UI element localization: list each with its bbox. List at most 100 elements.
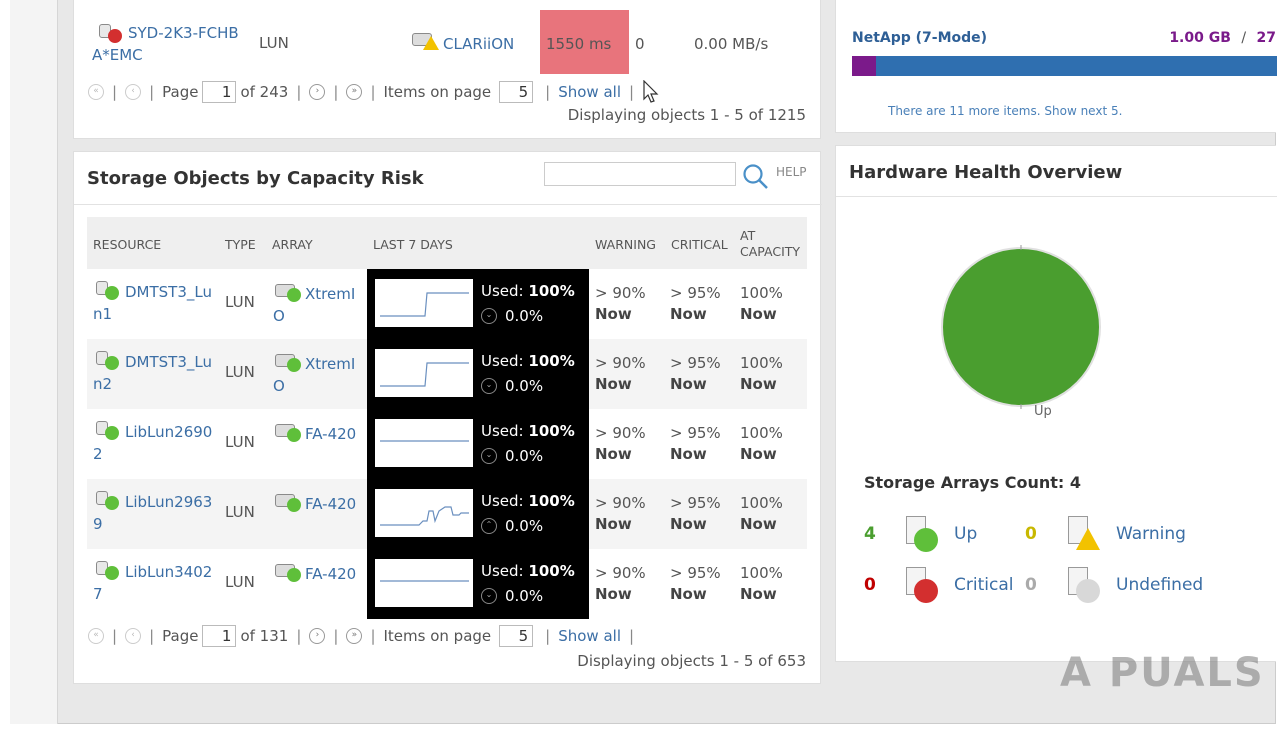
up-array-icon [906, 516, 940, 552]
array-link[interactable]: XtremIO [273, 285, 356, 325]
show-all-link[interactable]: Show all [558, 83, 621, 101]
panel-divider [74, 204, 822, 205]
capacity-when: Now [740, 585, 777, 603]
prev-page-icon[interactable]: ‹ [125, 628, 142, 644]
header-array[interactable]: ARRAY [272, 237, 313, 252]
capacity-pager: «| ‹ | Page 1 of 131 | › | » | Items on page… [88, 625, 642, 647]
header-at-capacity[interactable]: AT CAPACITY [740, 228, 800, 260]
last-page-icon[interactable]: » [346, 628, 363, 644]
table-row[interactable]: LibLun29639 LUN FA-420 Used: 100% ⌃ 0.0% … [87, 479, 807, 549]
items-input[interactable]: 5 [499, 81, 534, 103]
array-link[interactable]: FA-420 [305, 425, 357, 443]
help-link[interactable]: HELP [776, 165, 807, 179]
sparkline-chart [375, 419, 473, 467]
mouse-cursor-icon [643, 80, 659, 103]
sparkline-cell[interactable]: Used: 100% ⌄ 0.0% [367, 269, 589, 339]
health-pie-chart[interactable] [936, 242, 1106, 412]
legend-up-link[interactable]: Up [954, 524, 978, 544]
top-row-resource-link[interactable]: SYD-2K3-FCHBA*EMC [92, 24, 239, 64]
trend-down-icon: ⌄ [481, 308, 497, 324]
critical-when: Now [670, 445, 707, 463]
array-up-icon [273, 563, 305, 582]
sparkline-cell[interactable]: Used: 100% ⌄ 0.0% [367, 409, 589, 479]
table-row[interactable]: DMTST3_Lun1 LUN XtremIO Used: 100% ⌄ 0.0%… [87, 269, 807, 339]
header-warning[interactable]: WARNING [595, 237, 656, 252]
change-value: 0.0% [505, 587, 544, 605]
page-input[interactable]: 1 [202, 625, 237, 647]
panel-title: Storage Objects by Capacity Risk [87, 168, 424, 189]
search-input[interactable] [544, 162, 736, 186]
array-link[interactable]: XtremIO [273, 355, 356, 395]
critical-when: Now [670, 585, 707, 603]
table-row[interactable]: LibLun34027 LUN FA-420 Used: 100% ⌄ 0.0% … [87, 549, 807, 619]
netapp-size-value: 1.00 GB [1169, 30, 1231, 46]
type-cell: LUN [225, 433, 255, 451]
capacity-displaying: Displaying objects 1 - 5 of 653 [577, 652, 806, 670]
undefined-count[interactable]: 0 [1025, 575, 1037, 595]
trend-down-icon: ⌄ [481, 378, 497, 394]
warning-threshold: > 90% [595, 284, 646, 302]
netapp-panel: NetApp (7-Mode) 1.00 GB / 27 There are 1… [835, 0, 1277, 133]
header-at-capacity-2: CAPACITY [740, 244, 801, 259]
pie-slice-up[interactable] [941, 247, 1101, 407]
legend-warning-link[interactable]: Warning [1116, 524, 1186, 544]
sparkline-cell[interactable]: Used: 100% ⌄ 0.0% [367, 339, 589, 409]
array-link[interactable]: FA-420 [305, 495, 357, 513]
header-last7[interactable]: LAST 7 DAYS [373, 237, 453, 252]
top-row-array-link[interactable]: CLARiiON [443, 35, 515, 53]
array-up-icon [273, 283, 305, 302]
hardware-health-panel: Hardware Health Overview Up Storage Arra… [835, 145, 1277, 662]
capacity-risk-panel: Storage Objects by Capacity Risk HELP RE… [73, 151, 822, 684]
resource-link[interactable]: LibLun34027 [93, 563, 213, 603]
capacity-threshold: 100% [740, 424, 783, 442]
first-page-icon[interactable]: « [88, 628, 104, 644]
next-page-icon[interactable]: › [309, 628, 326, 644]
page-input[interactable]: 1 [202, 81, 237, 103]
resource-link[interactable]: DMTST3_Lun1 [93, 283, 212, 323]
resource-link[interactable]: LibLun26902 [93, 423, 213, 463]
sparkline-cell[interactable]: Used: 100% ⌄ 0.0% [367, 549, 589, 619]
sparkline-chart [375, 279, 473, 327]
resource-link[interactable]: DMTST3_Lun2 [93, 353, 212, 393]
prev-page-icon[interactable]: ‹ [125, 84, 142, 100]
next-page-icon[interactable]: › [309, 84, 326, 100]
type-cell: LUN [225, 573, 255, 591]
change-value: 0.0% [505, 307, 544, 325]
change-value: 0.0% [505, 377, 544, 395]
first-page-icon[interactable]: « [88, 84, 104, 100]
array-link[interactable]: FA-420 [305, 565, 357, 583]
table-row[interactable]: DMTST3_Lun2 LUN XtremIO Used: 100% ⌄ 0.0%… [87, 339, 807, 409]
header-type[interactable]: TYPE [225, 237, 256, 252]
top-displaying: Displaying objects 1 - 5 of 1215 [567, 106, 806, 124]
top-row-throughput: 0.00 MB/s [694, 35, 769, 53]
used-label: Used: [481, 282, 524, 300]
header-resource[interactable]: RESOURCE [93, 237, 162, 252]
netapp-link[interactable]: NetApp (7-Mode) [852, 30, 988, 46]
more-items-link[interactable]: There are 11 more items. Show next 5. [888, 104, 1123, 118]
last-page-icon[interactable]: » [346, 84, 363, 100]
show-all-link[interactable]: Show all [558, 627, 621, 645]
critical-threshold: > 95% [670, 564, 721, 582]
search-icon[interactable] [742, 163, 770, 191]
table-row[interactable]: LibLun26902 LUN FA-420 Used: 100% ⌄ 0.0% … [87, 409, 807, 479]
items-input[interactable]: 5 [499, 625, 534, 647]
used-value: 100% [528, 282, 575, 300]
up-count[interactable]: 4 [864, 524, 876, 544]
legend-undefined-link[interactable]: Undefined [1116, 575, 1204, 595]
page-label: Page [162, 627, 199, 645]
resource-link[interactable]: LibLun29639 [93, 493, 213, 533]
legend-critical-link[interactable]: Critical [954, 575, 1014, 595]
health-title: Hardware Health Overview [849, 162, 1123, 183]
watermark-logo: A PUALS [1060, 650, 1265, 696]
warning-count[interactable]: 0 [1025, 524, 1037, 544]
header-at-capacity-1: AT [740, 228, 756, 243]
sparkline-cell[interactable]: Used: 100% ⌃ 0.0% [367, 479, 589, 549]
change-value: 0.0% [505, 517, 544, 535]
header-critical[interactable]: CRITICAL [671, 237, 728, 252]
health-divider [836, 196, 1277, 197]
critical-count[interactable]: 0 [864, 575, 876, 595]
type-cell: LUN [225, 363, 255, 381]
warning-when: Now [595, 305, 632, 323]
array-up-icon [273, 353, 305, 372]
top-storage-panel: SYD-2K3-FCHBA*EMC LUN CLARiiON 1550 ms 0… [73, 0, 821, 139]
